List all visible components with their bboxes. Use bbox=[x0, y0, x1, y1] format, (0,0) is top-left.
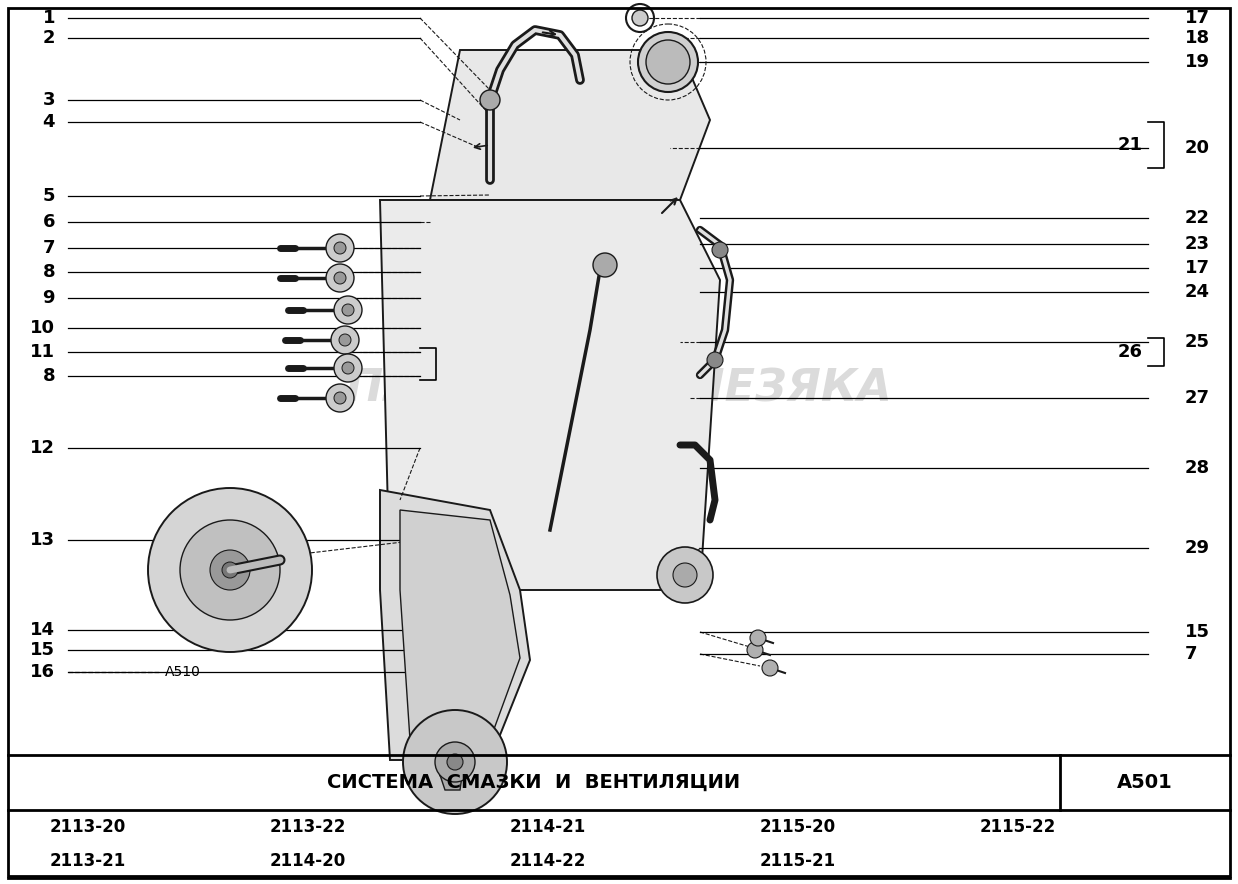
Text: 2115-22: 2115-22 bbox=[980, 818, 1056, 836]
Text: 2115-20: 2115-20 bbox=[760, 818, 836, 836]
Circle shape bbox=[180, 520, 280, 620]
Text: 23: 23 bbox=[1185, 235, 1210, 253]
Circle shape bbox=[404, 710, 508, 814]
Circle shape bbox=[334, 392, 345, 404]
Text: 16: 16 bbox=[30, 663, 54, 681]
Circle shape bbox=[222, 562, 238, 578]
Text: 6: 6 bbox=[42, 213, 54, 231]
Text: 8: 8 bbox=[42, 263, 54, 281]
Text: 21: 21 bbox=[1118, 136, 1143, 154]
Text: 3: 3 bbox=[42, 91, 54, 109]
Circle shape bbox=[447, 754, 463, 770]
Text: 19: 19 bbox=[1185, 53, 1210, 71]
Circle shape bbox=[331, 326, 359, 354]
Text: 5: 5 bbox=[42, 187, 54, 205]
Text: 15: 15 bbox=[1185, 623, 1210, 641]
Text: СИСТЕМА  СМАЗКИ  И  ВЕНТИЛЯЦИИ: СИСТЕМА СМАЗКИ И ВЕНТИЛЯЦИИ bbox=[327, 773, 740, 792]
Text: ПЛАНЕТА ЖЕЛЕЗЯКА: ПЛАНЕТА ЖЕЛЕЗЯКА bbox=[347, 368, 891, 410]
Text: 2: 2 bbox=[42, 29, 54, 47]
Text: A510: A510 bbox=[165, 665, 201, 679]
Text: 2113-21: 2113-21 bbox=[50, 852, 126, 870]
Text: 7: 7 bbox=[42, 239, 54, 257]
Text: 4: 4 bbox=[42, 113, 54, 131]
Text: 2113-20: 2113-20 bbox=[50, 818, 126, 836]
Circle shape bbox=[334, 296, 361, 324]
Circle shape bbox=[334, 354, 361, 382]
Circle shape bbox=[646, 40, 690, 84]
Text: 12: 12 bbox=[30, 439, 54, 457]
Text: 14: 14 bbox=[30, 621, 54, 639]
Text: 1: 1 bbox=[42, 9, 54, 27]
Text: 24: 24 bbox=[1185, 283, 1210, 301]
Text: 20: 20 bbox=[1185, 139, 1210, 157]
Circle shape bbox=[657, 547, 713, 603]
Circle shape bbox=[210, 550, 250, 590]
Text: 10: 10 bbox=[30, 319, 54, 337]
Text: 2113-22: 2113-22 bbox=[270, 818, 347, 836]
Text: 29: 29 bbox=[1185, 539, 1210, 557]
Text: 2114-21: 2114-21 bbox=[510, 818, 587, 836]
Circle shape bbox=[750, 630, 766, 646]
Circle shape bbox=[480, 90, 500, 110]
Text: 26: 26 bbox=[1118, 343, 1143, 361]
Circle shape bbox=[326, 234, 354, 262]
Text: А501: А501 bbox=[1117, 773, 1172, 792]
Text: 9: 9 bbox=[42, 289, 54, 307]
Text: 18: 18 bbox=[1185, 29, 1210, 47]
Circle shape bbox=[334, 272, 345, 284]
Circle shape bbox=[763, 660, 777, 676]
Text: 11: 11 bbox=[30, 343, 54, 361]
Circle shape bbox=[747, 642, 763, 658]
Circle shape bbox=[326, 384, 354, 412]
Circle shape bbox=[638, 32, 698, 92]
Circle shape bbox=[339, 334, 352, 346]
Text: 2115-21: 2115-21 bbox=[760, 852, 836, 870]
Text: 8: 8 bbox=[42, 367, 54, 385]
Circle shape bbox=[342, 362, 354, 374]
Text: 17: 17 bbox=[1185, 9, 1210, 27]
Polygon shape bbox=[430, 50, 711, 200]
Circle shape bbox=[326, 264, 354, 292]
Circle shape bbox=[593, 253, 617, 277]
Text: 17: 17 bbox=[1185, 259, 1210, 277]
Text: 13: 13 bbox=[30, 531, 54, 549]
Circle shape bbox=[707, 352, 723, 368]
Polygon shape bbox=[439, 775, 462, 790]
Circle shape bbox=[712, 242, 728, 258]
Text: 22: 22 bbox=[1185, 209, 1210, 227]
Circle shape bbox=[435, 742, 475, 782]
Text: 25: 25 bbox=[1185, 333, 1210, 351]
Circle shape bbox=[673, 563, 697, 587]
Text: 2114-20: 2114-20 bbox=[270, 852, 347, 870]
Circle shape bbox=[633, 10, 647, 26]
Circle shape bbox=[342, 304, 354, 316]
Polygon shape bbox=[380, 490, 530, 760]
Circle shape bbox=[149, 488, 312, 652]
Polygon shape bbox=[380, 200, 721, 590]
Text: 28: 28 bbox=[1185, 459, 1210, 477]
Text: 2114-22: 2114-22 bbox=[510, 852, 587, 870]
Text: 27: 27 bbox=[1185, 389, 1210, 407]
Polygon shape bbox=[400, 510, 520, 740]
Text: 15: 15 bbox=[30, 641, 54, 659]
Circle shape bbox=[334, 242, 345, 254]
Text: 7: 7 bbox=[1185, 645, 1197, 663]
